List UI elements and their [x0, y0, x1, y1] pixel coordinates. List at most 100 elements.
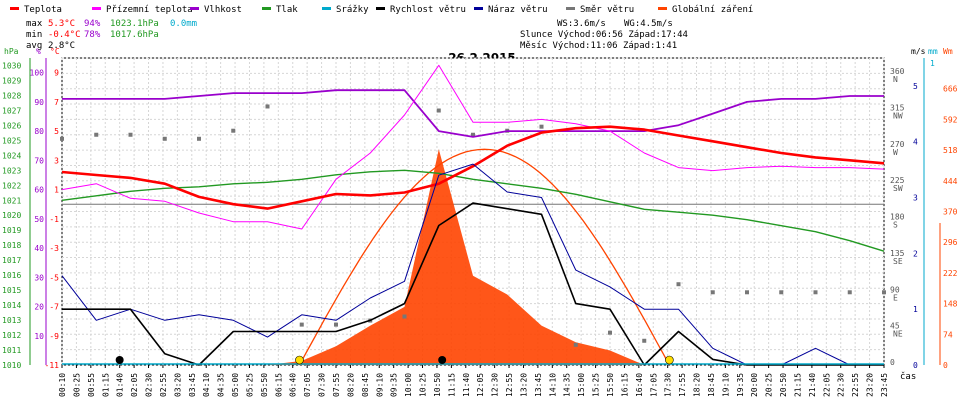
- axis-ms-tick: 5: [913, 82, 918, 91]
- x-tick-label: 06:40: [289, 373, 298, 397]
- x-tick-label: 21:40: [808, 373, 817, 397]
- sunrise-icon: [295, 355, 304, 365]
- legend-label: Globální záření: [672, 5, 753, 15]
- axis-pct-tick: 30: [34, 273, 44, 282]
- axis-hpa-tick: 1029: [2, 76, 21, 85]
- x-tick-label: 03:20: [173, 373, 182, 397]
- series-radiation-area: [267, 149, 645, 365]
- legend-swatch: [190, 7, 199, 10]
- axis-dir-compass: NW: [893, 112, 903, 121]
- axis-ms-tick: 4: [913, 138, 918, 147]
- axis-dir-tick: 45: [890, 322, 900, 331]
- x-tick-label: 22:55: [851, 373, 860, 397]
- wind-direction-point: [436, 108, 441, 113]
- x-tick-label: 16:15: [620, 373, 629, 397]
- wind-direction-point: [779, 290, 784, 295]
- x-tick-label: 19:10: [721, 373, 730, 397]
- x-tick-label: 05:00: [231, 373, 240, 397]
- legend-label: Tlak: [276, 5, 298, 15]
- legend-label: Směr větru: [580, 5, 634, 15]
- axis-degc-tick: 9: [54, 69, 59, 78]
- axis-degc-tick: -9: [49, 332, 59, 341]
- axis-hpa-tick: 1011: [2, 346, 21, 355]
- plot-area: [60, 57, 886, 366]
- x-tick-label: 08:20: [346, 373, 355, 397]
- axis-hpa-tick: 1016: [2, 271, 21, 280]
- axis-hpa-tick: 1013: [2, 316, 21, 325]
- series-ground-temp: [61, 64, 885, 230]
- x-tick-label: 08:45: [361, 373, 370, 397]
- axis-dir-compass: N: [893, 75, 898, 84]
- wind-direction-point: [334, 322, 338, 327]
- axis-dir-compass: S: [893, 221, 898, 230]
- stat-min-temp: -0.4°C: [48, 30, 81, 40]
- axis-degc-unit: °C: [50, 47, 60, 56]
- legend-label: Přízemní teplota: [106, 5, 193, 15]
- axis-wm-tick: 222: [943, 269, 958, 278]
- wind-direction-point: [847, 290, 852, 295]
- x-tick-label: 20:25: [765, 373, 774, 397]
- axis-degc-tick: -7: [49, 303, 59, 312]
- axis-pct-tick: 80: [34, 127, 44, 136]
- x-tick-label: 01:15: [101, 373, 110, 397]
- axis-ms-unit: m/s: [911, 47, 926, 56]
- axis-hpa-tick: 1023: [2, 166, 21, 175]
- axis-wm-tick: 296: [943, 238, 958, 247]
- legend-label: Náraz větru: [488, 5, 548, 15]
- axis-dir-tick: 270: [890, 140, 905, 149]
- axis-dir-compass: E: [893, 293, 898, 302]
- axis-dir-tick: 0: [890, 358, 895, 367]
- stat-max-temp: 5.3°C: [48, 19, 75, 29]
- x-tick-label: 09:10: [375, 373, 384, 397]
- axis-degc-tick: -1: [49, 215, 59, 224]
- legend-swatch: [92, 7, 101, 10]
- series-temperature: [61, 125, 885, 210]
- legend-swatch: [566, 7, 575, 10]
- wind-direction-point: [402, 314, 407, 319]
- axis-hpa-tick: 1028: [2, 91, 21, 100]
- axis-pct-tick: 100: [30, 69, 45, 78]
- axis-mm-tick: 1: [930, 59, 935, 68]
- legend-swatch: [376, 7, 385, 10]
- moonrise-icon: [438, 356, 447, 364]
- axis-wm-tick: 0: [943, 361, 948, 370]
- x-tick-label: 05:25: [245, 373, 254, 397]
- axis-dir-tick: 315: [890, 104, 905, 113]
- wind-direction-point: [299, 322, 304, 327]
- x-tick-label: 07:30: [318, 373, 327, 397]
- axis-hpa-tick: 1026: [2, 121, 21, 130]
- axis-wm-tick: 444: [943, 177, 958, 186]
- moonset-icon: [115, 356, 124, 364]
- x-tick-label: 22:05: [822, 373, 831, 397]
- stat-min-hum: 78%: [84, 30, 101, 40]
- x-tick-label: 06:15: [274, 373, 283, 397]
- axis-hpa-tick: 1015: [2, 286, 21, 295]
- x-tick-label: 17:55: [678, 373, 687, 397]
- x-tick-label: 00:55: [87, 373, 96, 397]
- wind-direction-point: [128, 132, 133, 137]
- x-tick-label: 19:35: [736, 373, 745, 397]
- stat-max-hum: 94%: [84, 19, 101, 29]
- axis-dir-tick: 135: [890, 249, 905, 258]
- stat-min-press: 1017.6hPa: [110, 30, 159, 40]
- x-tick-label: 13:45: [534, 373, 543, 397]
- axis-dir-compass: SW: [893, 184, 903, 193]
- wind-direction-point: [94, 132, 99, 137]
- stat-ws: WS:3.6m/s: [557, 19, 606, 29]
- axis-wm-tick: 518: [943, 146, 958, 155]
- x-tick-label: 15:50: [606, 373, 615, 397]
- stat-moon: Měsíc Východ:11:06 Západ:1:41: [520, 41, 677, 51]
- series-pressure: [61, 169, 885, 252]
- axis-hpa-tick: 1017: [2, 256, 21, 265]
- wind-direction-point: [539, 124, 544, 129]
- legend-label: Rychlost větru: [390, 5, 466, 15]
- legend-swatch: [262, 7, 271, 10]
- axis-dir-tick: 225: [890, 176, 905, 185]
- axis-mm-unit: mm: [928, 47, 938, 56]
- axis-dir-tick: 360: [890, 67, 905, 76]
- legend-swatch: [10, 7, 19, 10]
- series-radiation-theoretical: [298, 148, 670, 366]
- axis-pct-unit: %: [36, 47, 41, 56]
- x-axis-label: čas: [900, 371, 916, 382]
- x-tick-label: 23:45: [880, 373, 889, 397]
